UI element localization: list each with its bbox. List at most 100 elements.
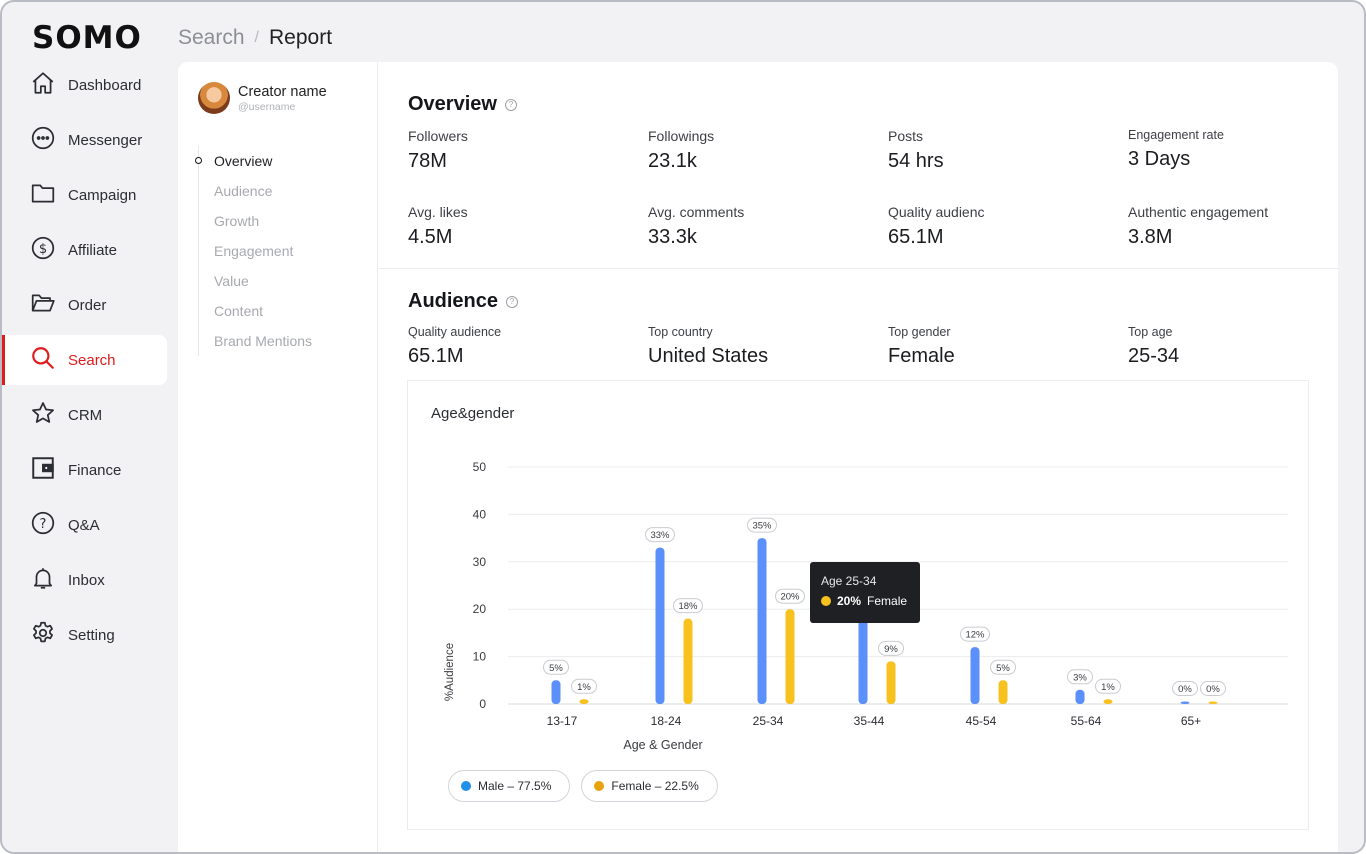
x-tick-label: 25-34 <box>753 714 784 728</box>
y-axis-label: %Audience <box>444 643 456 701</box>
subnav-item-audience[interactable]: Audience <box>214 183 273 199</box>
bar-female <box>579 699 589 704</box>
sidebar-item-label: Inbox <box>68 571 105 589</box>
subnav-item-overview[interactable]: Overview <box>194 146 312 176</box>
sidebar-item-dashboard[interactable]: Dashboard <box>2 60 172 110</box>
data-label: 3% <box>1073 672 1087 683</box>
bar-male <box>858 609 868 704</box>
subnav-item-growth[interactable]: Growth <box>214 213 260 229</box>
stat-value: 78M <box>408 150 447 172</box>
y-tick-label: 30 <box>473 555 487 569</box>
sidebar-item-campaign[interactable]: Campaign <box>2 170 172 220</box>
tooltip-value: 20% <box>837 594 862 608</box>
legend-label: Male – 77.5% <box>478 779 552 793</box>
age-gender-chart-card: Age&gender 0 10 20 30 40 50 %Audience 13-17 18-2… <box>407 380 1309 830</box>
stat-label: Followers <box>408 128 468 144</box>
creator-profile[interactable]: Creator name @username <box>198 82 327 114</box>
wallet-icon <box>30 455 56 485</box>
subnav-item-content[interactable]: Content <box>214 303 264 319</box>
sidebar-item-label: Setting <box>68 626 115 644</box>
stat-label: Quality audience <box>408 325 502 339</box>
x-tick-label: 55-64 <box>1071 714 1102 728</box>
sidebar-item-search[interactable]: Search <box>2 335 167 385</box>
y-tick-label: 50 <box>473 460 487 474</box>
data-label: 18% <box>678 601 698 612</box>
stat-label: Top age <box>1128 325 1173 339</box>
sidebar-item-messenger[interactable]: Messenger <box>2 115 172 165</box>
sidebar-item-affiliate[interactable]: $ Affiliate <box>2 225 172 275</box>
stat-value: 65.1M <box>408 345 464 367</box>
x-tick-label: 45-54 <box>966 714 997 728</box>
data-label: 0% <box>1178 684 1192 695</box>
data-label-pill <box>1095 678 1121 694</box>
data-label-pill <box>571 678 597 694</box>
stat-authentic-engagement: Authentic engagement 3.8M <box>1128 204 1338 249</box>
creator-username: @username <box>238 100 296 113</box>
tooltip-series: Female <box>867 594 908 608</box>
data-label-pill <box>645 527 675 543</box>
stat-avg-likes: Avg. likes 4.5M <box>408 204 648 249</box>
x-tick-label: 13-17 <box>547 714 578 728</box>
chart-tooltip: Age 25-34 20% Female <box>810 562 920 623</box>
sidebar-item-finance[interactable]: Finance <box>2 445 172 495</box>
breadcrumb-separator: / <box>254 29 259 46</box>
sidebar-item-label: CRM <box>68 406 103 424</box>
app-logo: SOMO <box>32 20 142 56</box>
legend-female[interactable]: Female – 22.5% <box>581 770 718 802</box>
breadcrumb-search-link[interactable]: Search <box>178 26 245 49</box>
breadcrumb-current: Report <box>269 26 333 49</box>
stat-label: Quality audienc <box>888 204 985 220</box>
stat-label: Avg. comments <box>648 204 745 220</box>
stat-value: Female <box>888 345 955 367</box>
star-icon <box>30 400 56 430</box>
stat-top-gender: Top gender Female <box>888 325 1128 368</box>
data-label: 1% <box>1101 682 1115 693</box>
bar-female <box>886 661 896 704</box>
audience-stats-row: Quality audience 65.1M Top country Unite… <box>408 325 1338 368</box>
stat-value: 3 Days <box>1128 148 1191 170</box>
subnav-item-value[interactable]: Value <box>214 273 249 289</box>
x-tick-label: 65+ <box>1181 714 1201 728</box>
data-label-pill <box>1200 681 1226 696</box>
data-label: 9% <box>884 644 898 655</box>
bar-female <box>1208 701 1218 704</box>
folder-icon <box>30 180 56 210</box>
data-label: 12% <box>965 630 985 641</box>
audience-section-header: Audience ? <box>408 290 519 313</box>
breadcrumb: Search / Report <box>178 26 332 50</box>
subnav-item-brand-mentions[interactable]: Brand Mentions <box>214 333 313 349</box>
question-circle-icon: ? <box>30 510 56 540</box>
data-label: 20% <box>780 592 800 603</box>
x-tick-label: 35-44 <box>854 714 885 728</box>
bar-female <box>998 680 1008 704</box>
overview-section-header: Overview ? <box>408 93 517 116</box>
sidebar-item-crm[interactable]: CRM <box>2 390 172 440</box>
legend-male[interactable]: Male – 77.5% <box>448 770 571 802</box>
bar-female <box>785 609 795 704</box>
sidebar-item-inbox[interactable]: Inbox <box>2 555 172 605</box>
stat-label: Posts <box>888 128 924 144</box>
sidebar-item-setting[interactable]: Setting <box>2 610 172 660</box>
subnav-item-engagement[interactable]: Engagement <box>214 243 294 259</box>
legend-dot <box>594 781 605 791</box>
data-label: 35% <box>752 521 772 532</box>
sidebar-item-label: Campaign <box>68 186 137 204</box>
sidebar-item-qa[interactable]: ? Q&A <box>2 500 172 550</box>
stat-followers: Followers 78M <box>408 128 648 173</box>
sidebar-item-label: Finance <box>68 461 122 479</box>
data-label: 1% <box>577 682 591 693</box>
sidebar-item-order[interactable]: Order <box>2 280 172 330</box>
bar-male <box>1075 689 1085 704</box>
stat-top-country: Top country United States <box>648 325 888 368</box>
stat-value: 65.1M <box>888 226 944 248</box>
help-icon[interactable]: ? <box>506 295 519 308</box>
bell-icon <box>30 565 56 595</box>
help-icon[interactable]: ? <box>504 98 517 111</box>
y-tick-label: 40 <box>473 507 487 521</box>
home-icon <box>30 70 56 100</box>
stat-label: Authentic engagement <box>1128 204 1269 220</box>
bar-male <box>655 547 665 704</box>
avatar <box>198 82 230 114</box>
bar-male <box>551 680 561 704</box>
